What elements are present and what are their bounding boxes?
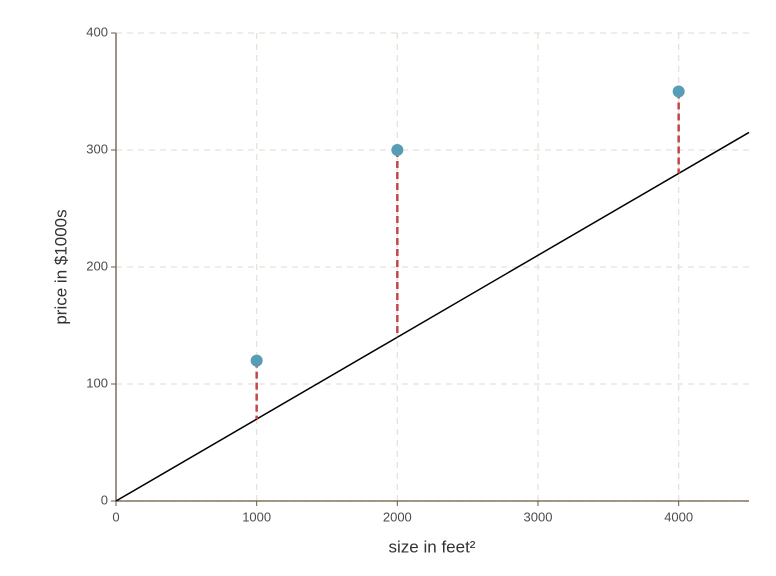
x-tick-label: 3000 [524, 509, 553, 524]
y-tick-label: 300 [86, 141, 108, 156]
x-axis-title: size in feet² [389, 537, 476, 556]
y-axis-title: price in $1000s [51, 209, 70, 324]
x-tick-label: 1000 [242, 509, 271, 524]
x-tick-label: 0 [112, 509, 119, 524]
y-tick-label: 400 [86, 24, 108, 39]
point [391, 144, 404, 156]
x-tick-label: 4000 [664, 509, 693, 524]
y-tick-label: 0 [101, 492, 108, 507]
y-tick-label: 200 [86, 258, 108, 273]
y-tick-label: 100 [86, 375, 108, 390]
point [250, 354, 263, 367]
x-tick-label: 2000 [383, 509, 412, 524]
fit-line [115, 131, 750, 502]
point [672, 85, 685, 98]
